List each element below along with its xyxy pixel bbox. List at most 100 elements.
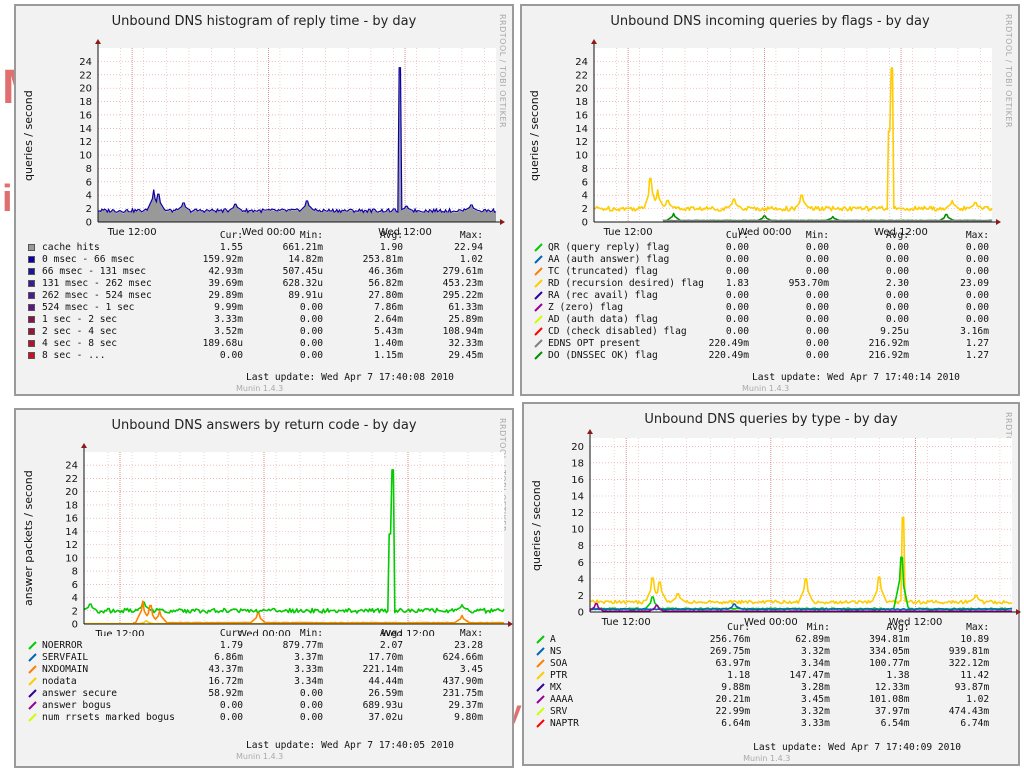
legend-header-cell: Avg: bbox=[886, 622, 910, 633]
legend-table: Cur: Min: Avg: Max: NOERROR 1.79 879.77m 2.07 23… bbox=[26, 628, 506, 724]
y-tick-label: 6 bbox=[582, 177, 588, 188]
legend-value-avg: 44.44m bbox=[368, 676, 403, 687]
legend-value-min: 0.00 bbox=[299, 302, 323, 313]
legend-value-cur: 1.79 bbox=[219, 640, 243, 651]
legend-value-avg: 12.33m bbox=[874, 682, 910, 693]
legend-value-min: 507.45u bbox=[282, 266, 323, 277]
legend-value-avg: 216.92m bbox=[868, 338, 909, 349]
x-tick-label: Tue 12:00 bbox=[603, 227, 653, 238]
legend-value-max: 1.27 bbox=[965, 338, 989, 349]
y-tick-label: 0 bbox=[72, 620, 78, 631]
legend-value-min: 3.32m bbox=[800, 646, 830, 657]
x-tick-label: Tue 12:00 bbox=[107, 227, 157, 238]
legend-series-name: SOA bbox=[550, 658, 568, 669]
legend-value-max: 11.42 bbox=[960, 670, 990, 681]
y-tick-label: 10 bbox=[65, 553, 78, 564]
legend-header-cell: Avg: bbox=[379, 230, 403, 241]
legend-value-max: 939.81m bbox=[948, 646, 990, 657]
y-axis-arrow bbox=[95, 39, 101, 44]
legend-series-name: NAPTR bbox=[550, 718, 579, 729]
legend-value-max: 0.00 bbox=[965, 302, 989, 313]
graph-panel-rcode: Unbound DNS answers by return code - by … bbox=[14, 408, 514, 768]
chart-area: 0 2 4 6 8 10 12 14 16 18 20 Tue 12:00 Wed 00:00 Wed 1… bbox=[571, 429, 1021, 628]
munin-version: Munin 1.4.3 bbox=[236, 752, 284, 761]
legend-header: Cur: Min: Avg: Max: bbox=[26, 230, 506, 242]
legend-row: answer secure 58.92m 0.00 26.59m 231.75m bbox=[26, 688, 506, 700]
y-tick-label: 8 bbox=[86, 164, 92, 175]
legend-swatch bbox=[534, 303, 543, 312]
legend-value-avg: 2.64m bbox=[374, 314, 403, 325]
legend-value-min: 3.28m bbox=[800, 682, 830, 693]
legend-value-cur: 43.37m bbox=[208, 664, 243, 675]
legend-value-max: 29.45m bbox=[448, 350, 483, 361]
legend-swatch bbox=[28, 304, 35, 311]
legend-header-cell: Min: bbox=[806, 622, 830, 633]
legend-value-cur: 189.68u bbox=[202, 338, 243, 349]
legend-row: nodata 16.72m 3.34m 44.44m 437.90m bbox=[26, 676, 506, 688]
legend-value-min: 3.37m bbox=[294, 652, 323, 663]
y-tick-label: 18 bbox=[575, 97, 588, 108]
legend-value-avg: 56.82m bbox=[368, 278, 403, 289]
legend-value-max: 22.94 bbox=[454, 242, 483, 253]
last-update: Last update: Wed Apr 7 17:40:14 2010 bbox=[752, 372, 960, 383]
y-tick-label: 2 bbox=[582, 204, 588, 215]
legend-value-max: 0.00 bbox=[965, 314, 989, 325]
legend-row: RA (rec avail) flag 0.00 0.00 0.00 0.00 bbox=[532, 290, 1012, 302]
legend-header-cell: Avg: bbox=[379, 628, 403, 639]
legend-value-cur: 22.99m bbox=[715, 706, 751, 717]
legend-value-avg: 334.05m bbox=[869, 646, 910, 657]
legend-value-min: 3.45m bbox=[800, 694, 830, 705]
legend-series-name: AD (auth data) flag bbox=[548, 314, 658, 325]
legend-row: NOERROR 1.79 879.77m 2.07 23.28 bbox=[26, 640, 506, 652]
legend-value-cur: 9.88m bbox=[721, 682, 751, 693]
legend-table: Cur: Min: Avg: Max: cache hits 1.55 661.21m 1.9… bbox=[26, 230, 506, 362]
legend-header-cell: Max: bbox=[459, 628, 483, 639]
legend-swatch bbox=[534, 315, 543, 324]
legend-series-name: answer bogus bbox=[42, 700, 112, 711]
legend-value-max: 61.33m bbox=[448, 302, 483, 313]
legend-value-avg: 2.30 bbox=[885, 278, 909, 289]
legend-value-cur: 9.99m bbox=[214, 302, 243, 313]
legend-swatch bbox=[534, 327, 543, 336]
legend-value-cur: 58.92m bbox=[208, 688, 243, 699]
legend-table: Cur: Min: Avg: Max: A 256.76m 62.89m 394.81m 10.… bbox=[534, 622, 1012, 730]
legend-value-avg: 5.43m bbox=[374, 326, 403, 337]
y-tick-label: 6 bbox=[86, 177, 92, 188]
legend-series-name: num rrsets marked bogus bbox=[42, 712, 175, 723]
legend-row: 262 msec - 524 msec 29.89m 89.91u 27.80m 295… bbox=[26, 290, 506, 302]
legend-value-cur: 220.49m bbox=[708, 350, 749, 361]
legend-swatch bbox=[28, 280, 35, 287]
legend-swatch bbox=[534, 255, 543, 264]
legend-swatch bbox=[28, 316, 35, 323]
legend-value-max: 93.87m bbox=[954, 682, 990, 693]
legend-value-avg: 0.00 bbox=[885, 266, 909, 277]
legend-value-cur: 6.64m bbox=[721, 718, 751, 729]
legend-series-name: DO (DNSSEC OK) flag bbox=[548, 350, 658, 361]
legend-value-avg: 37.02u bbox=[368, 712, 403, 723]
legend-value-min: 0.00 bbox=[299, 326, 323, 337]
y-tick-label: 4 bbox=[86, 191, 92, 202]
legend-value-min: 62.89m bbox=[795, 634, 830, 645]
legend-series-name: QR (query reply) flag bbox=[548, 242, 670, 253]
legend-row: answer bogus 0.00 0.00 689.93u 29.37m bbox=[26, 700, 506, 712]
legend-value-avg: 101.08m bbox=[869, 694, 910, 705]
legend-series-name: 2 sec - 4 sec bbox=[42, 326, 118, 337]
legend-value-min: 953.70m bbox=[788, 278, 829, 289]
series-line-edns-opt-present bbox=[662, 219, 993, 222]
legend-swatch bbox=[534, 279, 543, 288]
plot-background bbox=[594, 48, 992, 222]
legend-series-name: SERVFAIL bbox=[42, 652, 89, 663]
y-tick-label: 18 bbox=[79, 97, 92, 108]
legend-header: Cur: Min: Avg: Max: bbox=[26, 628, 506, 640]
y-tick-label: 4 bbox=[578, 574, 584, 585]
y-tick-label: 8 bbox=[578, 541, 584, 552]
x-axis-arrow bbox=[996, 219, 1001, 225]
legend-value-max: 6.74m bbox=[960, 718, 990, 729]
series-line-0-66msec bbox=[97, 67, 497, 214]
legend-value-avg: 46.36m bbox=[368, 266, 403, 277]
x-tick-label: Wed 12:00 bbox=[381, 629, 435, 636]
legend-row: 4 sec - 8 sec 189.68u 0.00 1.40m 32.33m bbox=[26, 338, 506, 350]
legend-swatch bbox=[536, 635, 545, 644]
